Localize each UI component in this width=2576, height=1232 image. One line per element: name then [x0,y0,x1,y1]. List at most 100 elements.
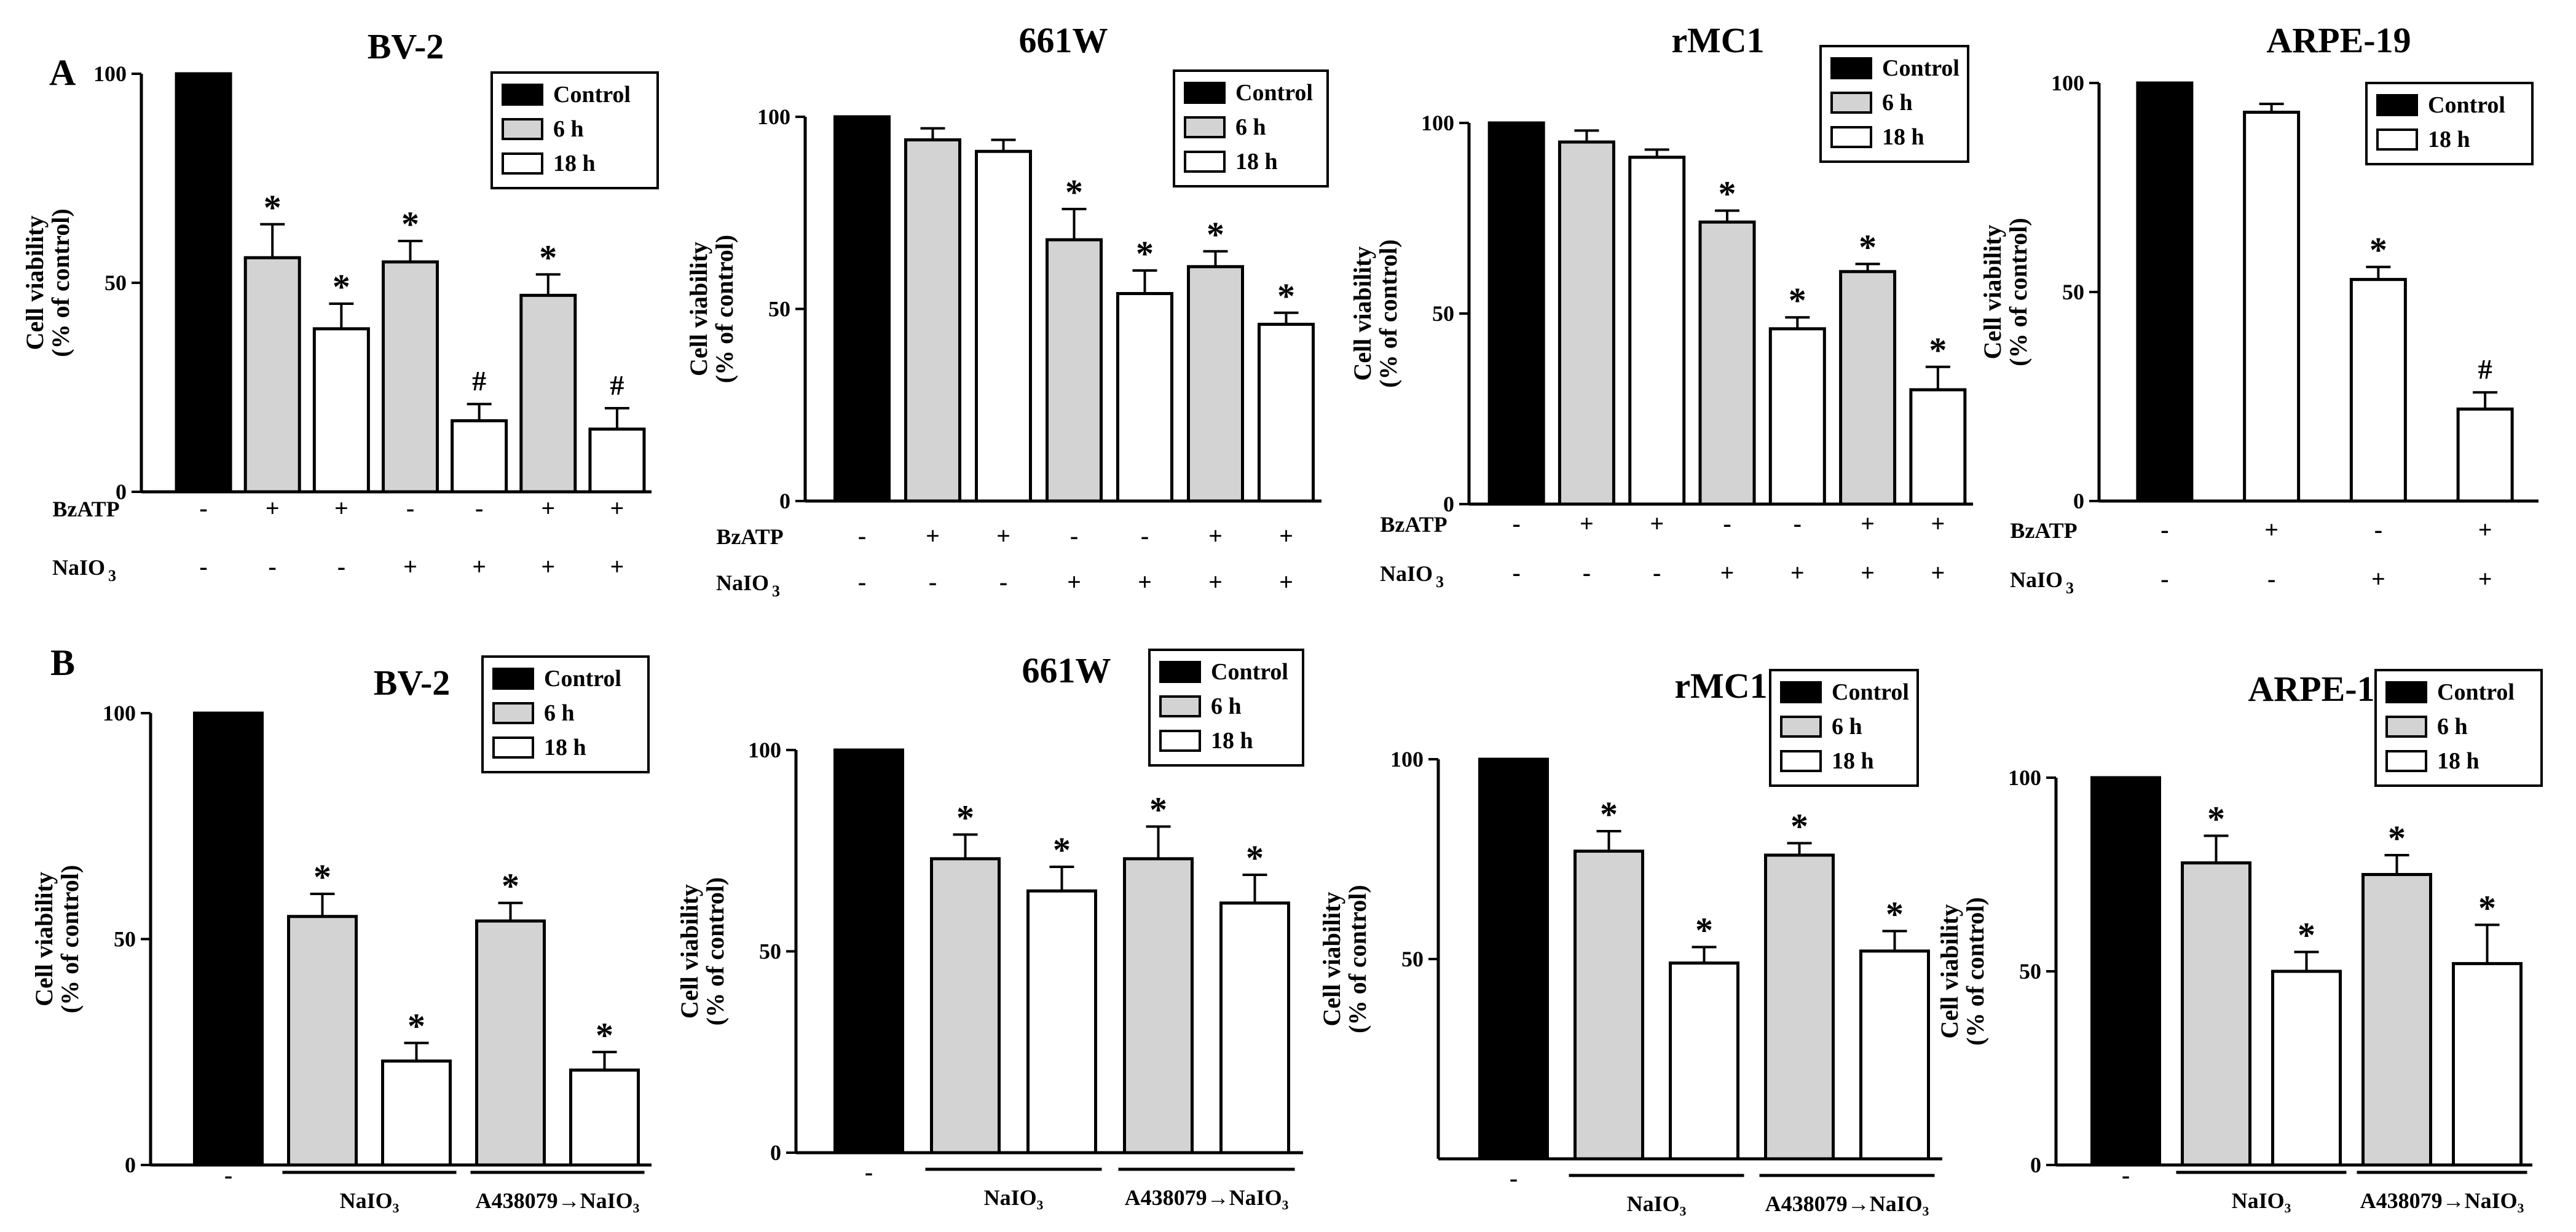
bzatp-sign: + [2264,516,2279,543]
legend-swatch [502,152,543,175]
bar [1046,238,1103,503]
bar [2090,776,2161,1167]
bzatp-sign: + [1580,510,1594,537]
significance-star: * [2298,915,2315,955]
bar [904,138,961,503]
chart-b-rmc1: rMC1 50 100 Cell viability(% of control) * * *… [1318,666,1942,1216]
y-axis-label-line1: Cell viability [685,242,712,376]
naio3-row-label-subscript: 3 [2066,579,2074,597]
bar [588,427,646,494]
bar [1669,962,1739,1161]
significance-hash: # [610,369,624,401]
y-axis-label-line1: Cell viability [1349,247,1376,381]
a438079-naio3-group-label: A438079→NaIO₃ [1125,1185,1289,1210]
significance-star: * [2478,888,2496,928]
y-tick-label: 100 [748,738,781,762]
y-tick-label: 50 [768,297,790,322]
bzatp-sign: + [2478,516,2492,543]
bzatp-sign: - [1723,510,1731,537]
legend-label: 6 h [1211,693,1242,719]
legend-swatch [502,84,543,106]
y-axis-label-line2: (% of control) [56,865,84,1013]
legend-swatch [1830,57,1872,79]
bzatp-sign: + [1208,522,1223,550]
y-axis-label-line2: (% of control) [47,208,74,357]
y-axis-label-line2: (% of control) [1961,897,1989,1045]
chart-title: 661W [1019,20,1108,60]
significance-star: * [333,267,350,307]
y-axis-label-line1: Cell viability [1979,225,2006,360]
naio3-sign: + [1138,568,1152,596]
y-tick-label: 100 [2008,765,2041,790]
bar [1258,323,1315,503]
bar [1487,121,1545,506]
y-tick-label: 100 [2051,71,2084,95]
chart-title: ARPE-19 [2266,20,2411,60]
y-tick-label: 50 [114,927,136,952]
legend-swatch [1830,126,1872,148]
bzatp-row-label: BzATP [52,497,119,521]
bar [2349,278,2407,503]
significance-star: * [1246,838,1264,878]
bzatp-sign: - [475,494,483,522]
y-tick-label: 100 [757,105,790,129]
chart-a-bv-2: BV-2 0 50 100 Cell viability(% of control) * *… [21,26,659,585]
y-axis-label-line2: (% of control) [1344,885,1371,1033]
bzatp-sign: - [199,494,207,522]
bzatp-sign: + [1931,510,1945,537]
bar [2456,407,2514,503]
bzatp-sign: + [541,494,555,522]
bar [569,1068,640,1167]
bzatp-row-label: BzATP [716,524,783,549]
y-tick-label: 100 [1421,111,1454,135]
control-group-label: - [2122,1161,2130,1189]
naio3-sign: + [1790,559,1805,586]
naio3-row-label-subscript: 3 [772,582,780,600]
significance-star: * [596,1015,613,1055]
bar [2452,962,2523,1167]
bar [2243,111,2301,503]
significance-star: * [2207,799,2225,839]
y-tick-label: 0 [125,1153,136,1177]
naio3-row-label: NaIO [716,571,769,595]
bzatp-sign: - [858,522,866,550]
significance-star: * [2369,230,2387,270]
bzatp-sign: + [996,522,1010,550]
bar [1558,140,1615,506]
legend-swatch [492,736,534,759]
bzatp-row-label: BzATP [1380,512,1447,537]
legend-swatch [1184,151,1226,173]
legend-label: 6 h [1882,90,1913,116]
significance-star: * [1065,172,1083,212]
legend-label: 18 h [2428,127,2470,152]
bar [1219,901,1290,1155]
naio3-sign: + [2371,565,2385,593]
significance-star: * [313,857,331,897]
bar [1187,265,1244,503]
chart-title: rMC1 [1674,666,1767,706]
naio3-sign: - [1583,559,1591,586]
legend-label: Control [1832,679,1909,705]
bzatp-sign: + [1650,510,1664,537]
significance-star: * [1859,227,1877,267]
bar [1839,270,1897,506]
legend-swatch [502,118,543,140]
y-tick-label: 50 [1401,947,1424,971]
significance-star: * [408,1006,425,1046]
bar [1698,220,1756,506]
chart-title: BV-2 [368,26,444,66]
legend-label: 18 h [2437,748,2479,774]
bzatp-sign: - [406,494,414,522]
significance-star: * [1790,807,1808,847]
naio3-row-label-subscript: 3 [108,567,116,585]
significance-hash: # [2478,353,2492,385]
naio3-sign: + [1931,559,1945,586]
naio3-sign: + [1067,568,1081,596]
y-tick-label: 0 [116,480,127,504]
significance-star: * [1053,830,1071,870]
legend-label: Control [1211,659,1288,685]
legend-swatch [1780,750,1822,772]
bar [833,115,891,503]
panel-label-a: A [49,52,76,93]
y-axis-label-line1: Cell viability [1936,904,1963,1039]
